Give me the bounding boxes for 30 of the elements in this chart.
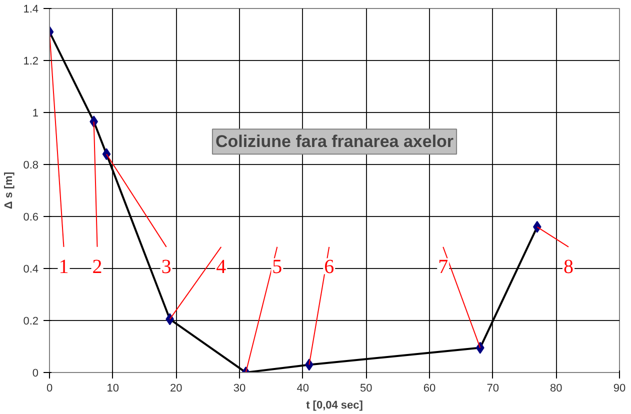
x-tick-label: 70 [486, 382, 499, 394]
y-tick-label: 1 [32, 108, 39, 120]
y-tick-label: 0.4 [23, 264, 39, 276]
x-tick-label: 10 [106, 382, 119, 394]
y-tick-label: 0.2 [23, 316, 39, 328]
y-axis-title: Δ s [m] [3, 172, 16, 210]
annotation: 7 [438, 256, 448, 278]
annotation: 5 [272, 256, 282, 278]
point [102, 148, 111, 160]
x-tick-label: 50 [360, 382, 372, 394]
y-tick-label: 0.6 [23, 212, 39, 224]
annotation: 2 [92, 256, 102, 278]
x-tick-label: 40 [296, 382, 309, 394]
x-tick-label: 30 [233, 382, 246, 394]
annotation: 6 [324, 256, 334, 278]
x-axis-title: t [0,04 sec] [306, 400, 364, 412]
annotation: 1 [58, 256, 69, 278]
x-tick-label: 90 [613, 382, 626, 394]
y-tick-label: 0 [32, 368, 39, 380]
annotation: 8 [564, 256, 574, 278]
annotation: 3 [161, 256, 172, 278]
text: Coliziune fara franarea axelor [215, 132, 454, 152]
x-tick-label: 80 [550, 382, 562, 394]
x-tick-label: 20 [170, 382, 182, 394]
y-tick-label: 1.2 [23, 56, 39, 68]
annotation: 4 [216, 256, 226, 278]
x-tick-label: 0 [46, 382, 53, 394]
y-tick-label: 1.4 [23, 4, 39, 16]
y-tick-label: 0.8 [23, 160, 39, 172]
x-tick-label: 60 [423, 382, 436, 394]
